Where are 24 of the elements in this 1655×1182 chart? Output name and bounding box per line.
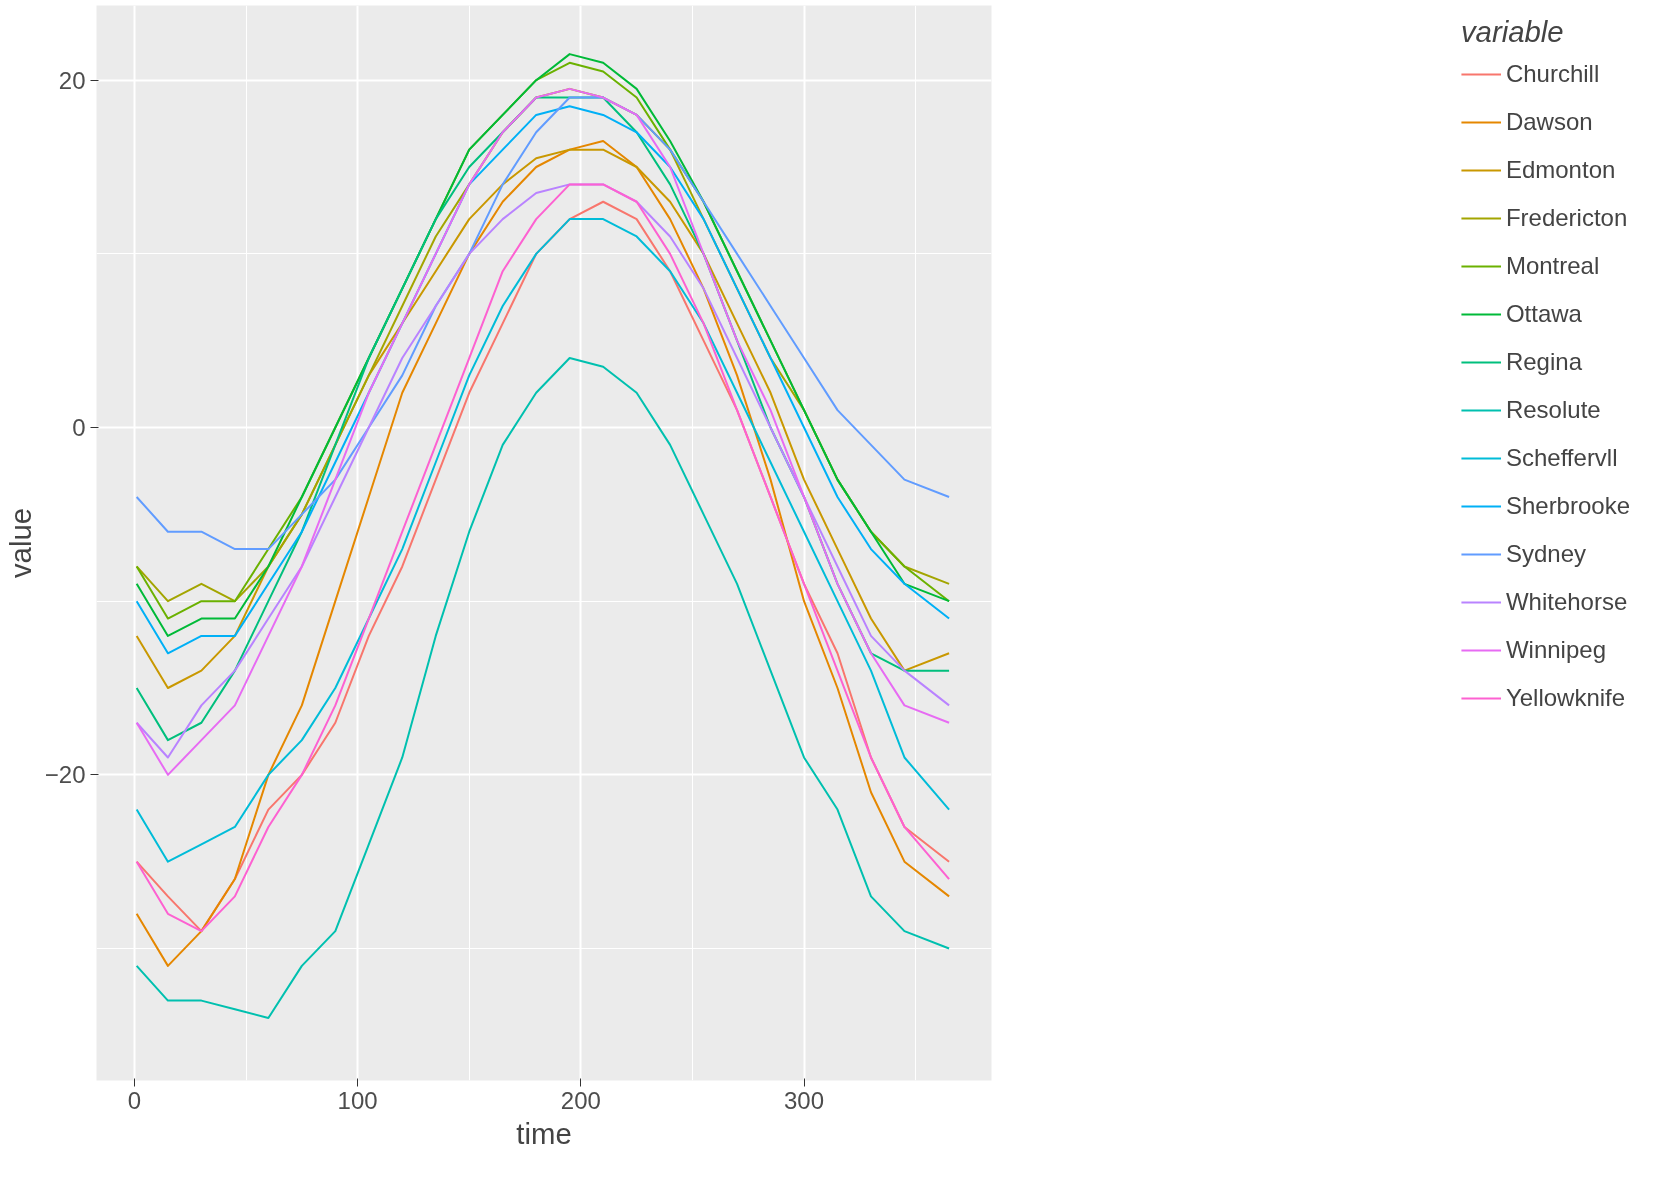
y-tick-label: −20 xyxy=(44,761,86,789)
legend-label: Scheffervll xyxy=(1505,443,1618,473)
legend-label: Ottawa xyxy=(1505,299,1582,329)
x-tick-label: 100 xyxy=(337,1086,378,1114)
legend-label: Whitehorse xyxy=(1505,587,1628,617)
y-tick-label: 0 xyxy=(72,414,86,442)
legend-label: Resolute xyxy=(1505,395,1601,425)
legend-label: Churchill xyxy=(1505,59,1600,89)
legend-label: Fredericton xyxy=(1505,203,1628,233)
legend-label: Winnipeg xyxy=(1505,635,1606,665)
legend-label: Yellowknife xyxy=(1505,683,1626,713)
y-tick-label: 20 xyxy=(58,66,86,94)
x-tick-label: 300 xyxy=(784,1086,825,1114)
legend-label: Montreal xyxy=(1505,251,1600,281)
legend-label: Dawson xyxy=(1505,107,1593,137)
legend-label: Sydney xyxy=(1505,539,1586,569)
x-axis-title: time xyxy=(516,1116,572,1150)
legend-label: Regina xyxy=(1505,347,1582,377)
legend-label: Edmonton xyxy=(1505,155,1616,185)
y-axis-title: value xyxy=(3,507,37,579)
legend-title: variable xyxy=(1460,15,1565,49)
x-tick-label: 200 xyxy=(560,1086,601,1114)
x-tick-label: 0 xyxy=(127,1086,142,1114)
legend-label: Sherbrooke xyxy=(1505,491,1630,521)
